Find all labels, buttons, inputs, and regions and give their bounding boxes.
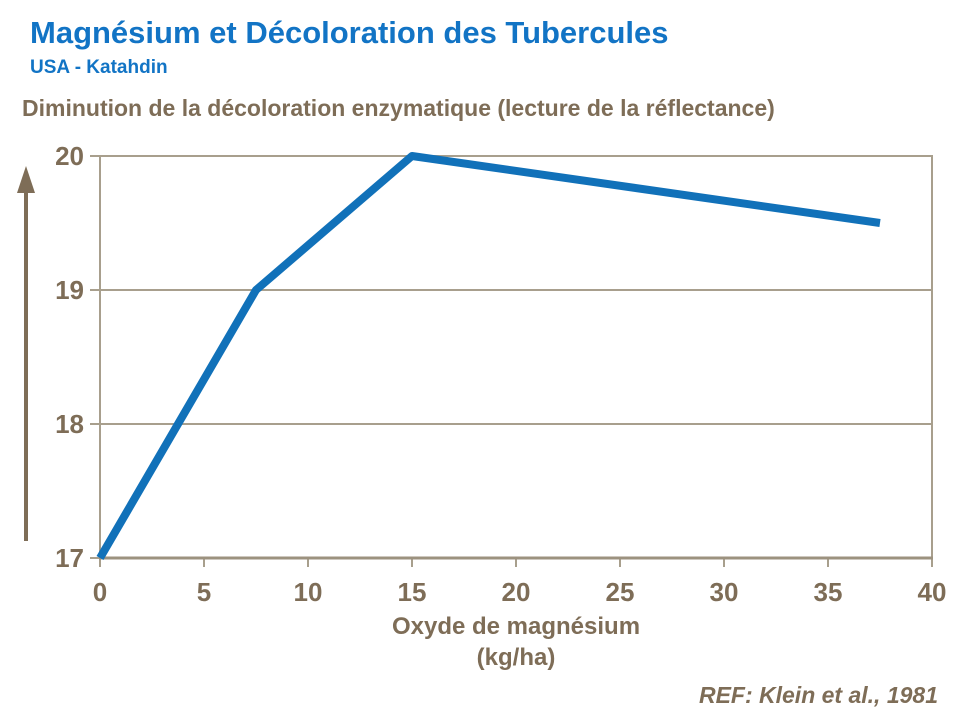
x-tick-label-15: 15 [397,577,427,607]
x-tick-label-20: 20 [501,577,531,607]
x-axis-title-line2: (kg/ha) [476,644,556,671]
y-tick-label-19: 19 [55,275,84,305]
data-line-reflectance [96,152,881,561]
x-axis-title-line1: Oxyde de magnésium [391,613,641,640]
page-title: Magnésium et Décoloration des Tubercules [30,15,669,50]
x-tick-label-10: 10 [293,577,323,607]
x-tick-label-5: 5 [196,577,212,607]
page-subtitle: USA - Katahdin [30,57,168,78]
x-tick-label-35: 35 [813,577,843,607]
y-tick-label-18: 18 [55,409,84,439]
x-tick-label-0: 0 [92,577,108,607]
x-tick-label-40: 40 [917,577,947,607]
y-axis-arrow-head-icon [17,166,35,193]
x-axis-title: Oxyde de magnésium (kg/ha) [316,611,716,673]
x-tick-label-25: 25 [605,577,635,607]
y-tick-label-17: 17 [55,543,84,573]
chart-title: Diminution de la décoloration enzymatiqu… [22,95,775,121]
x-tick-label-30: 30 [709,577,739,607]
y-tick-label-20: 20 [55,141,84,171]
reference: REF: Klein et al., 1981 [698,682,938,708]
